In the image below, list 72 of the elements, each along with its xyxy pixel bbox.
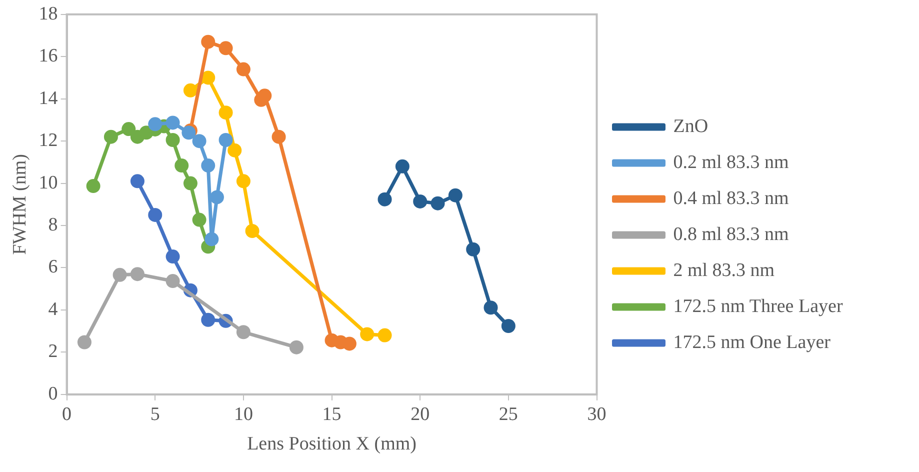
point	[501, 319, 516, 333]
point	[210, 190, 224, 204]
point	[204, 232, 219, 246]
point	[218, 106, 233, 120]
point	[360, 327, 374, 342]
x-tick-label: 25	[498, 404, 518, 425]
point	[174, 158, 189, 173]
point	[183, 176, 198, 190]
point	[272, 130, 286, 144]
legend-label: 0.2 ml 83.3 nm	[673, 152, 790, 173]
point	[413, 194, 428, 208]
y-tick-label: 0	[48, 383, 58, 404]
point	[466, 242, 480, 256]
point	[77, 335, 92, 350]
point	[395, 159, 410, 174]
x-tick-label: 0	[62, 404, 72, 425]
point	[166, 274, 180, 288]
legend-label: ZnO	[673, 116, 708, 137]
point	[130, 174, 144, 188]
point	[378, 328, 392, 342]
point	[148, 117, 162, 132]
y-tick-label: 8	[48, 214, 58, 236]
point	[218, 133, 233, 148]
point	[245, 224, 260, 238]
point	[448, 188, 462, 202]
point	[201, 34, 216, 49]
x-axis-title: Lens Position X (mm)	[247, 434, 416, 455]
x-tick-label: 10	[234, 404, 253, 425]
point	[201, 312, 216, 327]
point	[148, 208, 162, 222]
y-tick-label: 10	[38, 172, 58, 194]
legend-label: 2 ml 83.3 nm	[673, 260, 775, 281]
point	[342, 336, 356, 351]
point	[166, 116, 180, 130]
y-tick-label: 2	[48, 341, 58, 362]
point	[201, 158, 216, 173]
point	[86, 179, 100, 194]
y-tick-label: 6	[48, 256, 58, 278]
point	[122, 122, 136, 136]
point	[378, 192, 392, 206]
legend-label: 0.4 ml 83.3 nm	[673, 188, 790, 209]
x-tick-label: 15	[322, 404, 342, 425]
point	[183, 83, 198, 98]
x-tick-label: 20	[410, 404, 430, 425]
point	[192, 134, 206, 148]
y-tick-label: 18	[38, 3, 58, 24]
point	[236, 174, 250, 188]
point	[104, 130, 118, 144]
legend-label: 172.5 nm One Layer	[673, 332, 832, 353]
point	[201, 70, 216, 85]
point	[258, 88, 272, 103]
y-tick-label: 12	[38, 130, 58, 152]
point	[166, 133, 180, 148]
point	[228, 143, 242, 158]
point	[236, 62, 250, 76]
point	[484, 300, 498, 315]
point	[130, 267, 144, 282]
y-axis-title: FWHM (nm)	[9, 154, 30, 255]
legend-label: 172.5 nm Three Layer	[673, 296, 844, 317]
x-tick-label: 30	[587, 404, 606, 425]
point	[236, 325, 250, 340]
point	[218, 41, 233, 56]
legend-label: 0.8 ml 83.3 nm	[673, 224, 790, 245]
point	[430, 196, 445, 210]
point	[112, 268, 127, 282]
y-tick-label: 4	[48, 298, 58, 320]
point	[289, 340, 304, 354]
point	[166, 250, 180, 264]
y-tick-label: 16	[38, 46, 58, 67]
point	[192, 212, 206, 227]
y-tick-label: 14	[38, 88, 58, 109]
x-tick-label: 5	[150, 404, 160, 425]
